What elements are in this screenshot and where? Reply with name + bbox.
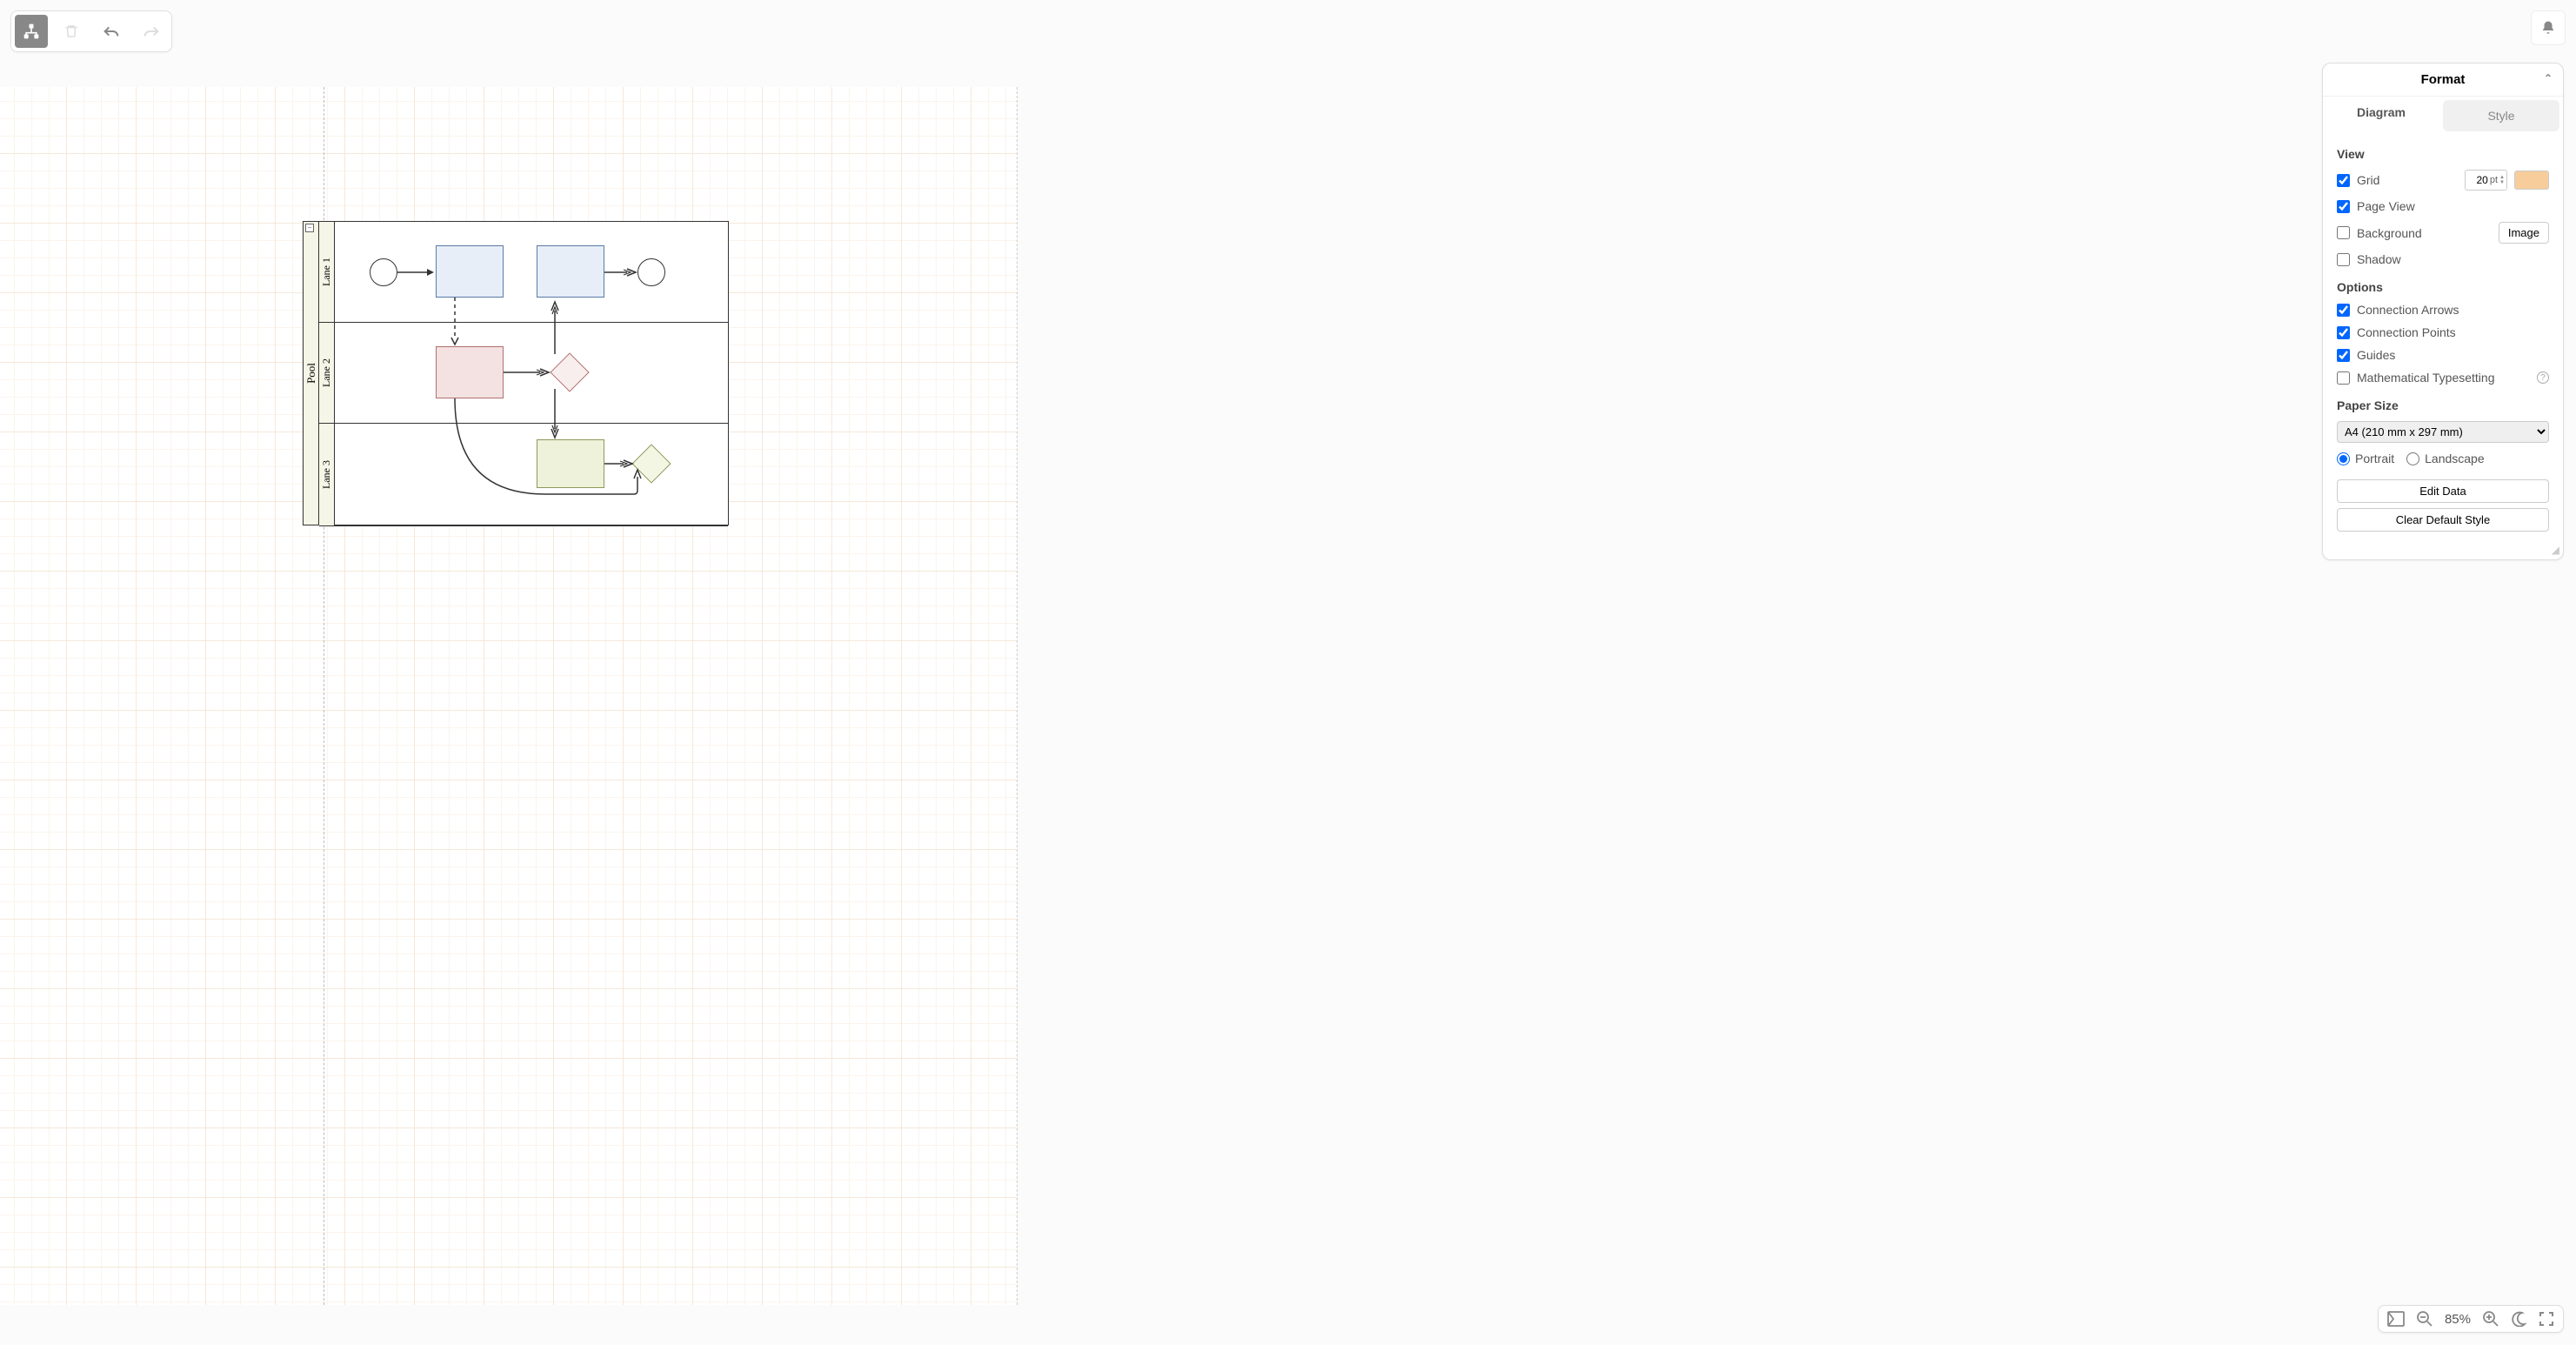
gateway-1[interactable] <box>550 352 589 391</box>
options-section: Options Connection Arrows Connection Poi… <box>2337 280 2549 385</box>
zoom-level[interactable]: 85% <box>2445 1312 2471 1327</box>
format-panel: Format ⌃ Diagram Style View Grid pt ▲▼ P… <box>2322 63 2564 560</box>
landscape-radio[interactable] <box>2406 452 2419 465</box>
outline-button[interactable] <box>2387 1311 2405 1327</box>
tab-diagram[interactable]: Diagram <box>2323 97 2439 135</box>
task-1[interactable] <box>436 245 504 298</box>
conn-points-checkbox[interactable] <box>2337 326 2350 339</box>
lane-1-label-text: Lane 1 <box>320 258 333 286</box>
lane-3[interactable]: − Lane 3 <box>319 424 728 526</box>
tab-style[interactable]: Style <box>2443 100 2559 131</box>
edit-data-button[interactable]: Edit Data <box>2337 479 2549 503</box>
conn-arrows-label: Connection Arrows <box>2357 303 2549 317</box>
paper-section: Paper Size A4 (210 mm x 297 mm) Portrait… <box>2337 398 2549 465</box>
shadow-checkbox[interactable] <box>2337 253 2350 266</box>
grid-label: Grid <box>2357 173 2458 187</box>
zoom-out-button[interactable] <box>2417 1311 2433 1327</box>
edge-start-task1 <box>397 267 436 278</box>
format-body: View Grid pt ▲▼ Page View Background Ima… <box>2323 135 2563 559</box>
pool-label-text: Pool <box>304 363 318 384</box>
collapse-pool-icon[interactable]: − <box>305 224 314 232</box>
grid-color-swatch[interactable] <box>2514 171 2549 190</box>
lane-1[interactable]: Lane 1 <box>319 222 728 323</box>
view-section: View Grid pt ▲▼ Page View Background Ima… <box>2337 147 2549 266</box>
redo-button[interactable] <box>135 15 168 48</box>
lane-1-label[interactable]: Lane 1 <box>319 222 335 322</box>
pageview-label: Page View <box>2357 199 2549 213</box>
format-resize-grip[interactable]: ◢ <box>2552 544 2559 556</box>
format-tabs: Diagram Style <box>2323 97 2563 135</box>
paper-heading: Paper Size <box>2337 398 2549 412</box>
format-title: Format <box>2421 72 2466 87</box>
format-header: Format ⌃ <box>2323 64 2563 97</box>
clear-style-button[interactable]: Clear Default Style <box>2337 508 2549 532</box>
footer-toolbar: 85% <box>2378 1305 2564 1333</box>
notifications-button[interactable] <box>2531 10 2566 45</box>
options-heading: Options <box>2337 280 2549 294</box>
trash-button[interactable] <box>55 15 88 48</box>
pool[interactable]: Pool − − Lane 1 − Lane 2 <box>303 221 729 525</box>
portrait-radio[interactable] <box>2337 452 2350 465</box>
zoom-in-button[interactable] <box>2483 1311 2499 1327</box>
task-3[interactable] <box>436 346 504 398</box>
grid-checkbox[interactable] <box>2337 174 2350 187</box>
shadow-label: Shadow <box>2357 252 2549 266</box>
pageview-checkbox[interactable] <box>2337 200 2350 213</box>
paper-size-select[interactable]: A4 (210 mm x 297 mm) <box>2337 421 2549 443</box>
math-label: Mathematical Typesetting <box>2357 371 2526 385</box>
conn-points-label: Connection Points <box>2357 325 2549 339</box>
lane-2-label-text: Lane 2 <box>320 358 333 387</box>
view-heading: View <box>2337 147 2549 161</box>
actions-section: Edit Data Clear Default Style <box>2337 479 2549 537</box>
background-label: Background <box>2357 226 2492 240</box>
math-help-icon[interactable]: ? <box>2537 371 2549 384</box>
task-4[interactable] <box>537 439 604 488</box>
background-checkbox[interactable] <box>2337 226 2350 239</box>
guides-label: Guides <box>2357 348 2549 362</box>
guides-checkbox[interactable] <box>2337 349 2350 362</box>
lane-2[interactable]: − Lane 2 <box>319 323 728 424</box>
end-event[interactable] <box>637 258 665 286</box>
undo-button[interactable] <box>95 15 128 48</box>
canvas[interactable]: Pool − − Lane 1 − Lane 2 <box>0 87 2576 1345</box>
edge-task4-gw2 <box>604 458 634 469</box>
grid-unit: pt <box>2490 175 2499 185</box>
top-toolbar <box>10 10 172 52</box>
sitemap-button[interactable] <box>15 15 48 48</box>
dark-mode-button[interactable] <box>2511 1311 2526 1327</box>
grid-size-input[interactable] <box>2467 171 2490 190</box>
task-2[interactable] <box>537 245 604 298</box>
lane-3-label[interactable]: Lane 3 <box>319 424 335 525</box>
start-event[interactable] <box>370 258 397 286</box>
background-image-button[interactable]: Image <box>2499 222 2549 244</box>
gateway-2[interactable] <box>631 444 671 483</box>
conn-arrows-checkbox[interactable] <box>2337 304 2350 317</box>
lane-3-label-text: Lane 3 <box>320 460 333 489</box>
pool-label[interactable]: Pool <box>304 222 319 525</box>
portrait-label: Portrait <box>2355 452 2394 465</box>
edge-task3-gw1 <box>504 367 551 378</box>
lane-2-label[interactable]: Lane 2 <box>319 323 335 423</box>
collapse-format-icon[interactable]: ⌃ <box>2544 72 2553 84</box>
landscape-label: Landscape <box>2425 452 2485 465</box>
fullscreen-button[interactable] <box>2539 1311 2554 1327</box>
grid-step-down[interactable]: ▼ <box>2499 180 2505 185</box>
canvas-page: Pool − − Lane 1 − Lane 2 <box>0 87 1018 1305</box>
edge-task2-end <box>604 267 637 278</box>
math-checkbox[interactable] <box>2337 371 2350 385</box>
